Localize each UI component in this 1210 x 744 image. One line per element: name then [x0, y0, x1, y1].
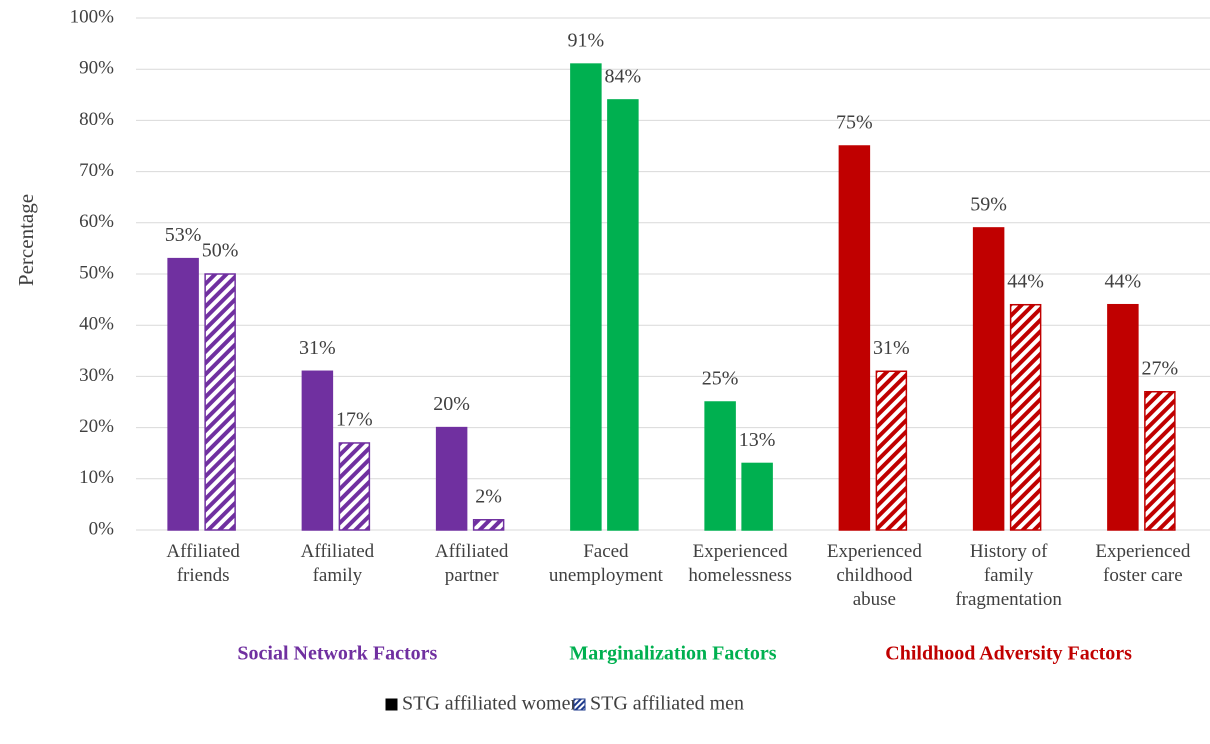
value-label: 91% [568, 30, 605, 52]
bar [338, 442, 371, 531]
y-axis-label: Percentage [14, 194, 38, 286]
y-tick-label: 30% [79, 365, 114, 386]
bar [1009, 303, 1042, 531]
bar [167, 257, 199, 531]
bar [704, 401, 736, 531]
y-tick-label: 50% [79, 262, 114, 283]
y-tick-label: 20% [79, 416, 114, 437]
value-label: 25% [702, 368, 739, 390]
bar [1107, 303, 1139, 531]
y-tick-label: 90% [79, 58, 114, 79]
y-tick-label: 100% [70, 6, 115, 27]
y-tick-label: 40% [79, 314, 114, 335]
x-tick-label: Faced unemployment [549, 541, 664, 586]
value-label: 17% [336, 409, 373, 431]
x-tick-label: Affiliated partner [435, 541, 509, 586]
x-tick-label: Affiliated friends [166, 541, 240, 586]
x-tick-label: Experienced childhood abuse [827, 541, 922, 610]
x-tick-label: History of family fragmentation [955, 541, 1062, 610]
value-label: 13% [739, 429, 776, 451]
bar [435, 426, 468, 531]
y-tick-label: 70% [79, 160, 114, 181]
bar [1144, 391, 1176, 531]
group-label: Social Network Factors [237, 643, 437, 665]
x-tick-label: Affiliated family [301, 541, 375, 586]
x-tick-label: Experienced homelessness [688, 541, 791, 586]
bar [607, 99, 639, 531]
value-label: 31% [873, 337, 910, 359]
y-tick-label: 10% [79, 467, 114, 488]
value-label: 84% [605, 66, 642, 88]
y-tick-label: 60% [79, 211, 114, 232]
group-label: Childhood Adversity Factors [885, 643, 1132, 665]
bar [472, 519, 505, 531]
value-label: 2% [475, 485, 502, 507]
bar [741, 462, 773, 531]
legend-label: STG affiliated women [402, 693, 580, 715]
value-label: 31% [299, 337, 336, 359]
value-label: 50% [202, 240, 239, 262]
group-label: Marginalization Factors [569, 643, 776, 665]
bar [972, 227, 1005, 531]
value-label: 59% [970, 194, 1007, 216]
value-label: 44% [1007, 270, 1044, 292]
legend-marker [573, 698, 586, 711]
x-tick-label: Experienced foster care [1095, 541, 1190, 586]
value-label: 53% [165, 224, 202, 246]
y-tick-label: 80% [79, 109, 114, 130]
value-label: 20% [433, 393, 470, 415]
value-label: 75% [836, 112, 873, 134]
bar [838, 145, 871, 531]
bar [875, 370, 908, 531]
legend-marker [385, 698, 398, 711]
legend-label: STG affiliated men [590, 693, 744, 715]
bar [570, 63, 602, 531]
bar [301, 370, 334, 531]
y-tick-label: 0% [89, 518, 115, 539]
value-label: 27% [1142, 357, 1179, 379]
bar [204, 273, 236, 531]
value-label: 44% [1105, 270, 1142, 292]
